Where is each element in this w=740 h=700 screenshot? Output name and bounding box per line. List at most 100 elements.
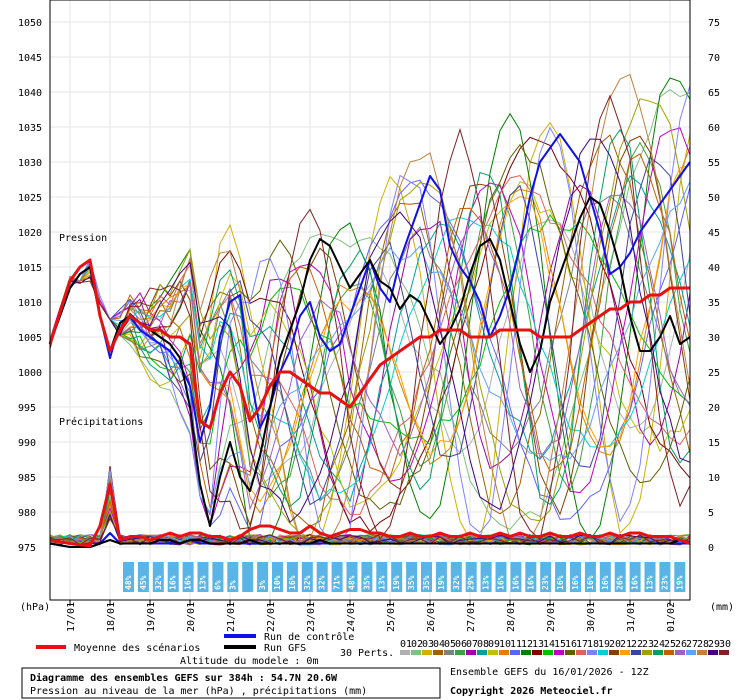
pressure-section-label: Pression bbox=[59, 233, 107, 244]
perturbation-color-swatch bbox=[532, 650, 542, 655]
probability-label: 32% bbox=[318, 575, 327, 590]
run-label: Ensemble GEFS du 16/01/2026 - 12Z bbox=[450, 667, 649, 678]
left-tick-label: 1025 bbox=[18, 193, 42, 204]
probability-cell bbox=[540, 562, 552, 592]
probability-label: 32% bbox=[452, 575, 461, 590]
x-date-ticks: 17/01 18/01 19/01 20/01 21/01 22/01 23/01 24/01… bbox=[66, 600, 677, 632]
probability-label: 13% bbox=[646, 575, 655, 590]
left-tick-label: 1045 bbox=[18, 53, 42, 64]
perturbation-29-pressure-line bbox=[49, 138, 691, 524]
perturbation-color-swatch bbox=[686, 650, 696, 655]
left-tick-label: 1035 bbox=[18, 123, 42, 134]
probability-cell bbox=[331, 562, 343, 592]
perturbation-id-label: 19 bbox=[598, 639, 610, 650]
left-tick-label: 995 bbox=[18, 403, 36, 414]
perturbation-02-pressure-line bbox=[49, 88, 691, 531]
perturbation-11-pressure-line bbox=[49, 179, 691, 532]
probability-cell bbox=[435, 562, 447, 592]
perturbation-color-swatch bbox=[565, 650, 575, 655]
probability-label: 23% bbox=[660, 575, 669, 590]
perturbation-id-label: 12 bbox=[521, 639, 533, 650]
probability-cell bbox=[510, 562, 522, 592]
legend-mean-label: Moyenne des scénarios bbox=[74, 642, 200, 654]
probability-label: 32% bbox=[154, 575, 163, 590]
perturbation-id-label: 09 bbox=[488, 639, 500, 650]
perturbation-id-label: 25 bbox=[664, 639, 676, 650]
probability-label: 45% bbox=[139, 575, 148, 590]
perturbation-17-pressure-line bbox=[49, 175, 691, 515]
left-tick-label: 1030 bbox=[18, 158, 42, 169]
probability-label: 35% bbox=[422, 575, 431, 590]
right-tick-label: 20 bbox=[708, 403, 720, 414]
perturbation-30-pressure-line bbox=[49, 94, 691, 541]
probability-label: 23% bbox=[541, 575, 550, 590]
perturbation-color-swatch bbox=[444, 650, 454, 655]
perturbation-15-pressure-line bbox=[49, 127, 691, 528]
perturbation-id-label: 26 bbox=[675, 639, 687, 650]
probability-label: 48% bbox=[348, 575, 357, 590]
perturbation-color-swatch bbox=[664, 650, 674, 655]
probability-cell bbox=[495, 562, 507, 592]
perturbation-id-label: 30 bbox=[719, 639, 731, 650]
perturbation-25-pressure-line bbox=[49, 153, 691, 509]
perturbation-id-label: 20 bbox=[609, 639, 621, 650]
probability-cell bbox=[599, 562, 611, 592]
perturbation-color-swatch bbox=[609, 650, 619, 655]
perturbation-color-swatch bbox=[598, 650, 608, 655]
x-date-label: 20/01 bbox=[186, 602, 197, 632]
perturbation-id-label: 05 bbox=[444, 639, 456, 650]
right-tick-label: 10 bbox=[708, 473, 720, 484]
title-box bbox=[21, 667, 441, 699]
left-tick-label: 1020 bbox=[18, 228, 42, 239]
probability-cell bbox=[391, 562, 403, 592]
perturbation-lines bbox=[49, 73, 691, 546]
perturbation-color-swatch bbox=[411, 650, 421, 655]
left-tick-label: 1015 bbox=[18, 263, 42, 274]
probability-cell bbox=[182, 562, 194, 592]
x-date-label: 31/01 bbox=[626, 602, 637, 632]
probability-cell bbox=[346, 562, 358, 592]
perturbation-color-swatch bbox=[400, 650, 410, 655]
perturbation-color-legend: 0102030405060708091011121314151617181920… bbox=[400, 639, 731, 655]
right-tick-label: 75 bbox=[708, 18, 720, 29]
left-tick-label: 980 bbox=[18, 508, 36, 519]
probability-label: 16% bbox=[511, 575, 520, 590]
left-pressure-axis: 1050 1045 1040 1035 1030 1025 1020 1015 1010 1005… bbox=[18, 18, 42, 554]
perturbation-color-swatch bbox=[587, 650, 597, 655]
probability-cell bbox=[584, 562, 596, 592]
right-tick-label: 40 bbox=[708, 263, 720, 274]
probability-cell bbox=[167, 562, 179, 592]
perturbation-03-pressure-line bbox=[49, 121, 691, 541]
legend-gfs-label: Run GFS bbox=[264, 643, 306, 654]
perturbation-id-label: 13 bbox=[532, 639, 544, 650]
probability-label: 6% bbox=[213, 580, 222, 590]
probability-cell bbox=[361, 562, 373, 592]
probability-label: 13% bbox=[377, 575, 386, 590]
probability-cell bbox=[614, 562, 626, 592]
gfs-run-pressure-line bbox=[49, 196, 691, 527]
perturbation-id-label: 22 bbox=[631, 639, 643, 650]
x-date-label: 27/01 bbox=[466, 602, 477, 632]
probability-cell bbox=[376, 562, 388, 592]
x-date-label: 24/01 bbox=[346, 602, 357, 632]
probability-cell bbox=[629, 562, 641, 592]
perturbation-06-pressure-line bbox=[49, 141, 691, 499]
probability-cell bbox=[152, 562, 164, 592]
chart-subtitle: Pression au niveau de la mer (hPa) , pré… bbox=[30, 685, 367, 697]
right-tick-label: 0 bbox=[708, 543, 714, 554]
probability-cell bbox=[123, 562, 134, 592]
perturbation-16-pressure-line bbox=[49, 143, 691, 511]
probability-label: 35% bbox=[407, 575, 416, 590]
perturbation-color-swatch bbox=[554, 650, 564, 655]
probability-cell bbox=[465, 562, 477, 592]
probability-label: 16% bbox=[497, 575, 506, 590]
perturbation-28-pressure-line bbox=[49, 73, 691, 541]
x-date-label: 29/01 bbox=[546, 602, 557, 632]
mean-precip-line bbox=[49, 482, 691, 548]
perturbation-id-label: 14 bbox=[543, 639, 555, 650]
perturbation-color-swatch bbox=[719, 650, 729, 655]
plot-frame bbox=[49, 0, 691, 601]
probability-label: 3% bbox=[258, 580, 267, 590]
